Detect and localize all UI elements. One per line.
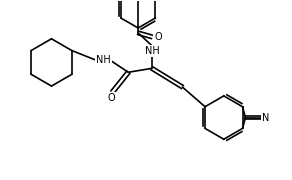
Text: NH: NH xyxy=(96,55,111,66)
Text: N: N xyxy=(263,112,270,123)
Text: O: O xyxy=(108,93,115,103)
Text: NH: NH xyxy=(145,46,159,56)
Text: O: O xyxy=(154,32,162,42)
